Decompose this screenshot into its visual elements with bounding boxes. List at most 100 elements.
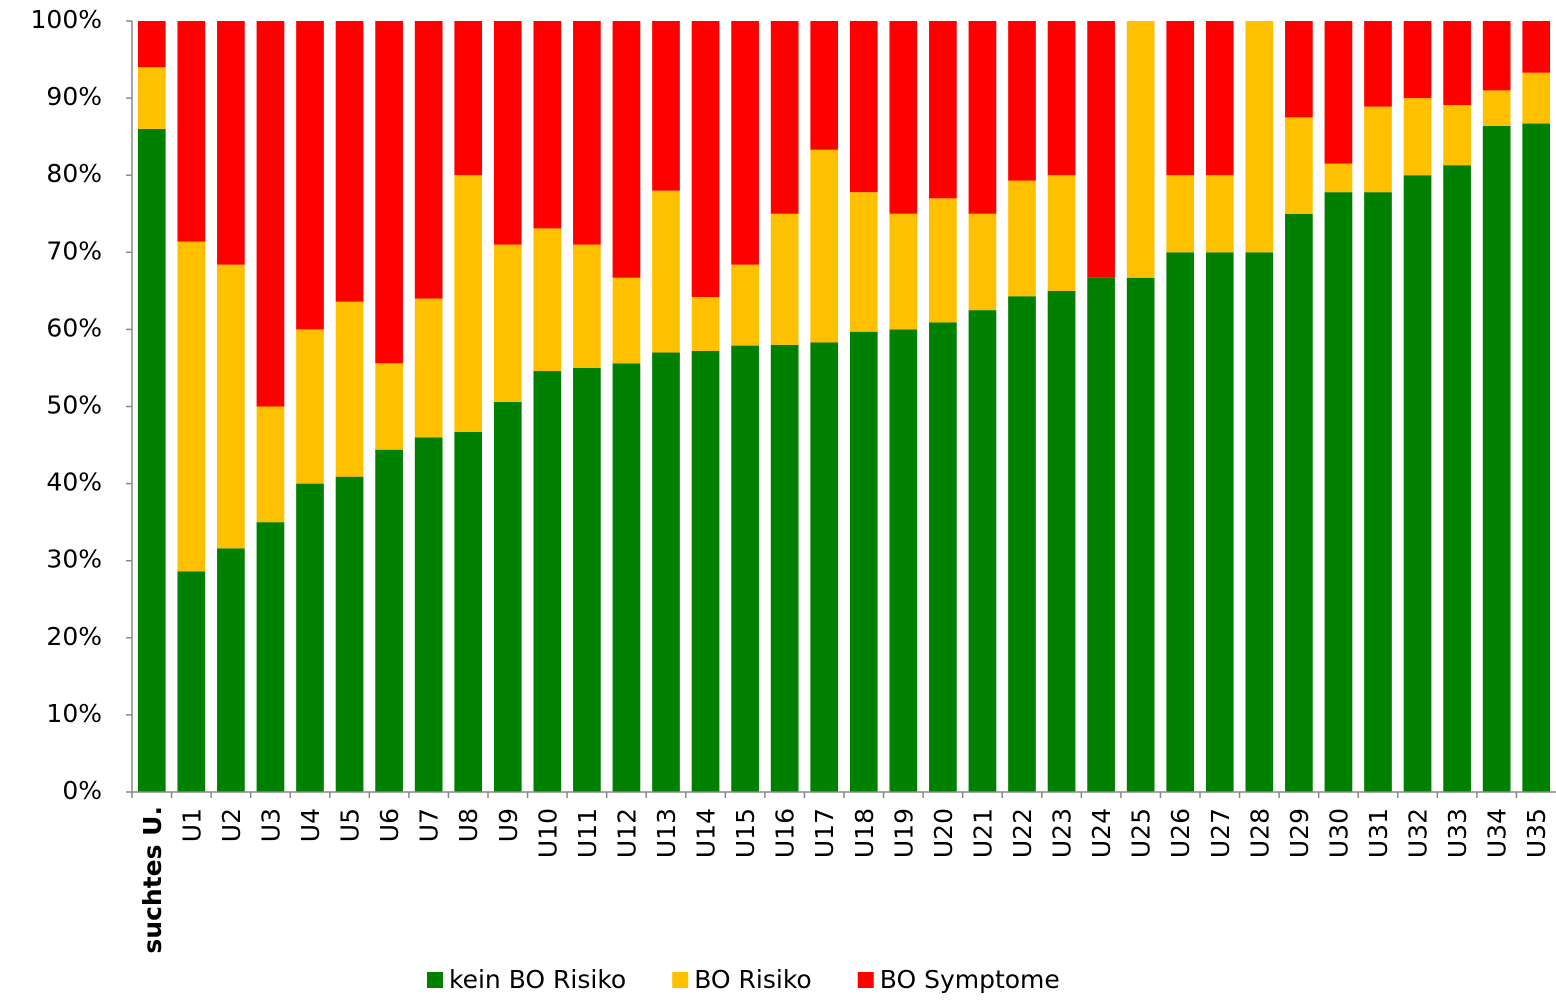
- bar-segment: [375, 21, 403, 364]
- y-tick-label: 90%: [46, 82, 102, 111]
- bar-segment: [1087, 277, 1115, 792]
- bar-segment: [1008, 180, 1036, 297]
- y-tick-label: 100%: [31, 5, 102, 34]
- bar-segment: [1443, 21, 1471, 106]
- bar-segment: [652, 190, 680, 353]
- bar-segment: [375, 449, 403, 792]
- bar-segment: [1008, 21, 1036, 181]
- bar-segment: [1205, 21, 1234, 176]
- bar-segment: [177, 241, 206, 572]
- y-tick-label: 20%: [46, 622, 102, 651]
- x-tick-label: U1: [177, 808, 206, 842]
- bar-segment: [414, 437, 443, 792]
- bar-segment: [1482, 21, 1511, 91]
- bar-segment: [652, 21, 680, 191]
- x-tick-label: U32: [1404, 808, 1433, 858]
- x-tick-label: U11: [573, 808, 602, 858]
- bar-segment: [652, 352, 680, 792]
- bar-segment: [1205, 252, 1234, 793]
- bar-segment: [770, 21, 799, 214]
- bar-segment: [1522, 72, 1551, 124]
- x-tick-label: U33: [1443, 808, 1472, 858]
- x-tick-label: U12: [612, 808, 641, 858]
- x-tick-label: U21: [968, 808, 997, 858]
- bar-segment: [454, 21, 483, 176]
- bar-segment: [1285, 117, 1313, 214]
- bar-segment: [573, 21, 601, 245]
- bar-segment: [1126, 277, 1155, 792]
- bar-segment: [968, 310, 997, 792]
- bar-segment: [731, 21, 759, 265]
- bar-segment: [1166, 21, 1195, 176]
- bar-segment: [810, 149, 839, 343]
- bar-segment: [177, 571, 206, 792]
- bar-segment: [1443, 165, 1471, 792]
- bar-segment: [731, 345, 759, 792]
- x-tick-label: suchtes U.: [138, 806, 167, 954]
- x-tick-label: U17: [810, 808, 839, 858]
- bar-segment: [810, 342, 839, 792]
- bar-segment: [1205, 175, 1234, 253]
- bar-segment: [1403, 98, 1432, 176]
- bar-segment: [533, 21, 562, 229]
- bar-segment: [1047, 175, 1076, 291]
- legend-swatch: [672, 972, 689, 988]
- bar-segment: [1482, 125, 1511, 792]
- bar-segment: [217, 21, 245, 265]
- y-tick-label: 40%: [46, 468, 102, 497]
- bar-segment: [335, 301, 364, 477]
- bar-segment: [1403, 21, 1432, 99]
- x-tick-label: U9: [494, 808, 523, 842]
- x-tick-label: U4: [296, 808, 325, 842]
- x-tick-label: U35: [1522, 808, 1551, 858]
- bar-segment: [1364, 192, 1392, 793]
- bar-segment: [691, 297, 720, 351]
- x-tick-label: U16: [771, 808, 800, 858]
- bar-segment: [731, 264, 759, 346]
- bar-segment: [256, 21, 285, 407]
- y-tick-label: 30%: [46, 545, 102, 574]
- bar-segment: [493, 244, 522, 402]
- bar-segment: [137, 128, 166, 792]
- x-tick-label: U14: [692, 808, 721, 858]
- y-tick-label: 0%: [62, 776, 102, 805]
- bar-segment: [929, 322, 957, 792]
- x-tick-label: U26: [1166, 808, 1195, 858]
- y-tick-label: 60%: [46, 313, 102, 342]
- bar-segment: [889, 329, 918, 792]
- x-tick-label: U24: [1087, 808, 1116, 858]
- bar-segment: [375, 363, 403, 450]
- bar-segment: [1126, 21, 1155, 278]
- bar-segment: [1403, 175, 1432, 792]
- bar-segment: [573, 244, 601, 368]
- bar-segment: [770, 213, 799, 345]
- bar-segment: [454, 431, 483, 792]
- bar-segment: [810, 21, 839, 150]
- x-tick-label: U2: [217, 808, 246, 842]
- bar-segment: [137, 67, 166, 129]
- bar-segment: [1364, 21, 1392, 107]
- legend-label: BO Risiko: [694, 965, 812, 994]
- legend-label: kein BO Risiko: [449, 965, 626, 994]
- bar-segment: [1324, 21, 1353, 164]
- x-tick-label: U29: [1285, 808, 1314, 858]
- bar-segment: [296, 483, 324, 792]
- bar-segment: [335, 21, 364, 302]
- bar-segment: [1087, 21, 1115, 278]
- bar-segment: [691, 350, 720, 792]
- bar-segment: [1245, 252, 1274, 793]
- bar-segment: [612, 21, 641, 278]
- y-tick-label: 80%: [46, 159, 102, 188]
- x-tick-label: U30: [1324, 808, 1353, 858]
- bar-segment: [1008, 296, 1036, 792]
- bar-segment: [849, 331, 878, 792]
- bar-segment: [1522, 21, 1551, 73]
- bar-segment: [1245, 21, 1274, 253]
- bar-segment: [1364, 106, 1392, 193]
- bar-segment: [1443, 105, 1471, 166]
- bar-segment: [137, 21, 166, 68]
- x-tick-label: U13: [652, 808, 681, 858]
- bar-segment: [929, 21, 957, 199]
- x-tick-label: U5: [336, 808, 365, 842]
